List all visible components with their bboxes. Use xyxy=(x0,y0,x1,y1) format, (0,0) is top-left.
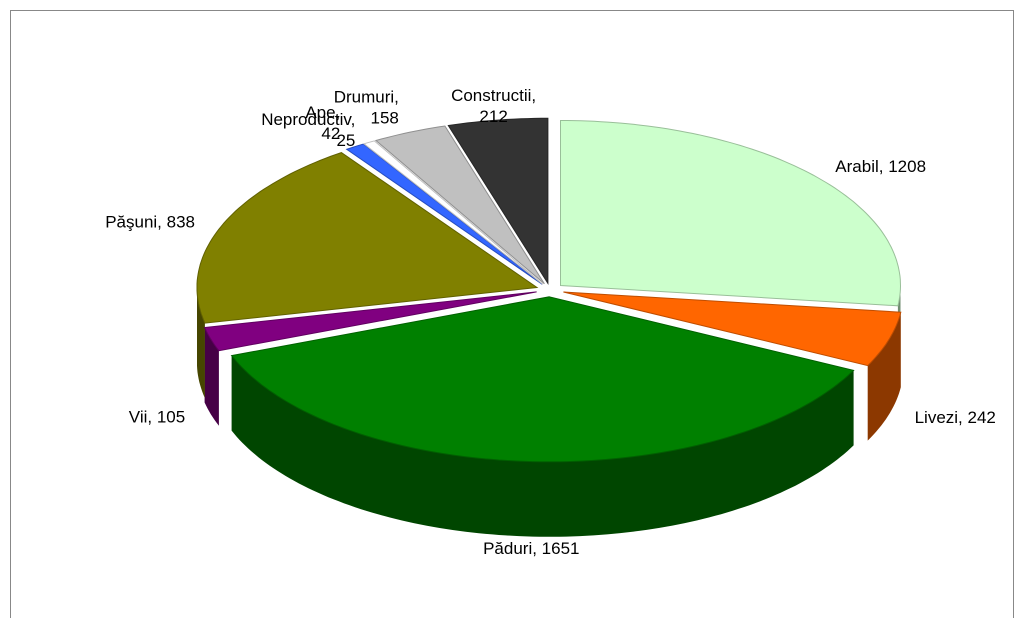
slice xyxy=(230,296,855,463)
data-label-line: Drumuri, xyxy=(334,88,399,107)
data-label-line: 42 xyxy=(321,124,340,143)
data-label: Neproductiv, 25 xyxy=(261,111,355,151)
data-label-line: Neproductiv, xyxy=(261,111,355,130)
data-label-line: 25 xyxy=(336,132,355,151)
slice xyxy=(374,125,545,285)
data-label: Arabil, 1208 xyxy=(835,157,926,176)
data-label: Drumuri, 158 xyxy=(334,88,399,128)
slice xyxy=(203,291,537,352)
slice xyxy=(560,120,902,307)
slice xyxy=(196,152,539,324)
slice xyxy=(362,140,544,285)
data-label: Livezi, 242 xyxy=(915,408,996,427)
slice-side xyxy=(867,312,901,441)
data-label-line: 158 xyxy=(371,109,399,128)
data-label: Păşuni, 838 xyxy=(105,213,195,232)
data-label-line: Constructii, xyxy=(451,87,536,106)
data-label-line: Ape, xyxy=(305,103,340,122)
slice-side xyxy=(231,355,854,537)
slice xyxy=(563,291,902,367)
slice xyxy=(447,117,549,286)
chart-frame xyxy=(10,10,1014,618)
data-label: Păduri, 1651 xyxy=(483,539,579,558)
data-label: Constructii, 212 xyxy=(451,87,536,127)
slice-side xyxy=(204,327,219,426)
slice-side xyxy=(197,287,205,399)
data-label-line: 212 xyxy=(479,108,507,127)
data-label: Vii, 105 xyxy=(129,407,185,426)
data-label: Ape, 42 xyxy=(305,103,340,143)
